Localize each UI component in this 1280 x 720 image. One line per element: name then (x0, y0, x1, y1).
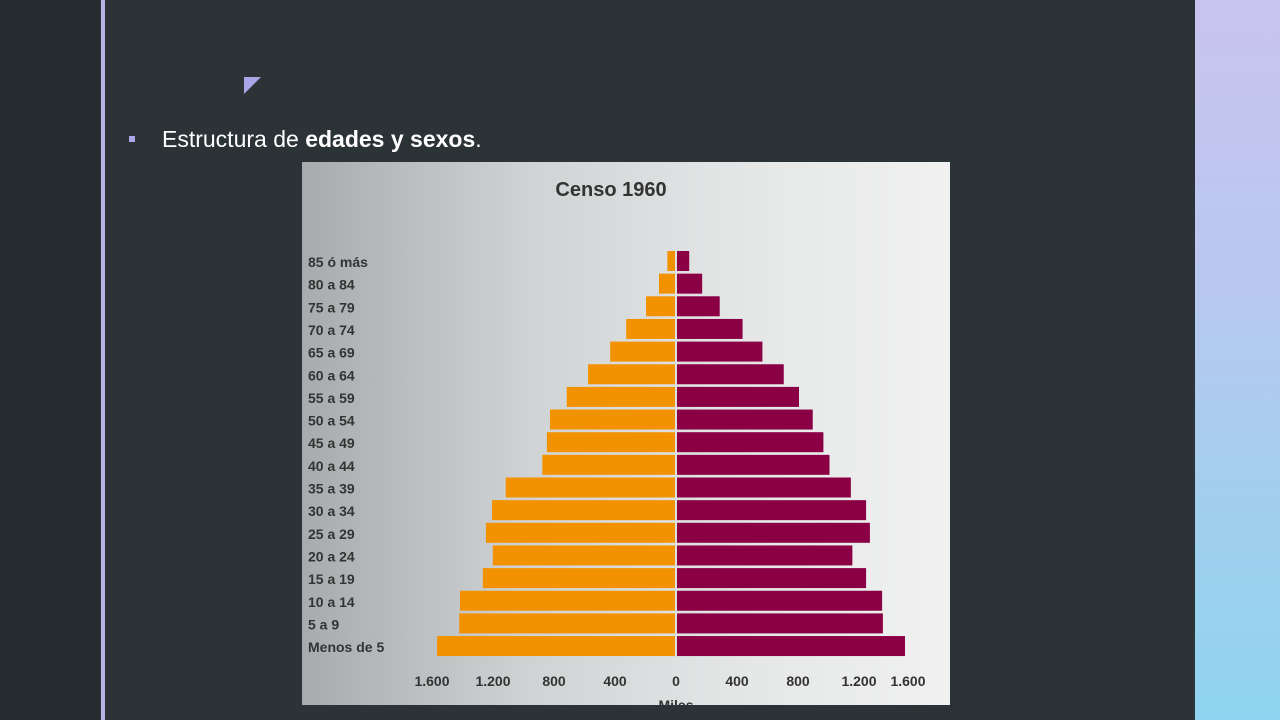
category-label: 75 a 79 (308, 299, 355, 315)
x-tick-label: 800 (542, 673, 566, 689)
left-accent-line (101, 0, 105, 720)
left-strip (0, 0, 100, 720)
category-label: 40 a 44 (308, 458, 355, 474)
bar-left (667, 251, 675, 271)
bar-left (658, 273, 675, 294)
bar-right (677, 341, 763, 362)
bar-left (646, 296, 675, 317)
bar-left (610, 341, 675, 362)
category-label: Menos de 5 (308, 639, 384, 655)
bar-left (546, 432, 675, 453)
bar-right (677, 386, 799, 407)
category-label: 55 a 59 (308, 390, 355, 406)
x-tick-label: 1.200 (841, 673, 876, 689)
bar-left (505, 477, 675, 498)
bar-right (677, 432, 824, 453)
bullet-text-normal: Estructura de (162, 126, 306, 152)
right-decorative-panel (1195, 0, 1280, 720)
x-tick-label: 1.600 (414, 673, 449, 689)
bar-left (549, 409, 675, 430)
bar-left (566, 386, 675, 407)
category-label: 35 a 39 (308, 481, 355, 497)
bar-left (492, 545, 675, 566)
category-label: 25 a 29 (308, 526, 355, 542)
bullet-text-end: . (475, 126, 482, 152)
x-tick-label: 400 (725, 673, 749, 689)
bar-left (626, 318, 675, 339)
bar-left (459, 613, 675, 634)
bar-left (437, 636, 675, 657)
category-label: 15 a 19 (308, 571, 355, 587)
category-label: 60 a 64 (308, 367, 355, 383)
bar-right (677, 364, 784, 385)
bar-left (492, 500, 675, 521)
bar-right (677, 296, 720, 317)
bar-right (677, 409, 813, 430)
category-label: 45 a 49 (308, 435, 355, 451)
corner-triangle-icon (244, 77, 261, 94)
bar-right (677, 613, 883, 634)
chart-svg: 85 ó más 80 a 84 75 a 79 70 a 74 65 a 69 60 a… (308, 251, 926, 705)
bullet-text: Estructura de edades y sexos. (162, 126, 482, 153)
bar-right (677, 454, 830, 475)
bar-right (677, 251, 690, 271)
category-label: 20 a 24 (308, 548, 355, 564)
bar-right (677, 545, 853, 566)
bar-right (677, 568, 867, 589)
category-label: 5 a 9 (308, 616, 339, 632)
population-pyramid-chart: Censo 1960 85 ó más 80 a 84 75 a 79 70 a 74… (302, 162, 950, 705)
bar-left (485, 522, 675, 543)
x-tick-label: 0 (672, 673, 680, 689)
bar-right (677, 318, 743, 339)
category-label: 85 ó más (308, 254, 368, 270)
x-tick-label: 1.600 (890, 673, 925, 689)
x-tick-label: 400 (603, 673, 627, 689)
bar-left (588, 364, 675, 385)
bar-left (459, 590, 675, 611)
category-label: 65 a 69 (308, 345, 355, 361)
bar-left (542, 454, 675, 475)
category-label: 50 a 54 (308, 413, 355, 429)
category-label: 80 a 84 (308, 277, 355, 293)
bar-right (677, 500, 867, 521)
x-tick-label: 1.200 (475, 673, 510, 689)
bar-right (677, 522, 870, 543)
bar-right (677, 273, 703, 294)
bar-right (677, 636, 905, 657)
bar-left (482, 568, 675, 589)
bullet-icon (129, 136, 135, 142)
bullet-text-bold: edades y sexos (305, 126, 476, 152)
category-label: 10 a 14 (308, 594, 355, 610)
x-axis-label: Miles (658, 697, 693, 705)
bar-right (677, 477, 851, 498)
category-label: 70 a 74 (308, 322, 355, 338)
category-label: 30 a 34 (308, 503, 355, 519)
chart-title: Censo 1960 (555, 179, 667, 201)
bar-right (677, 590, 883, 611)
x-tick-label: 800 (786, 673, 810, 689)
